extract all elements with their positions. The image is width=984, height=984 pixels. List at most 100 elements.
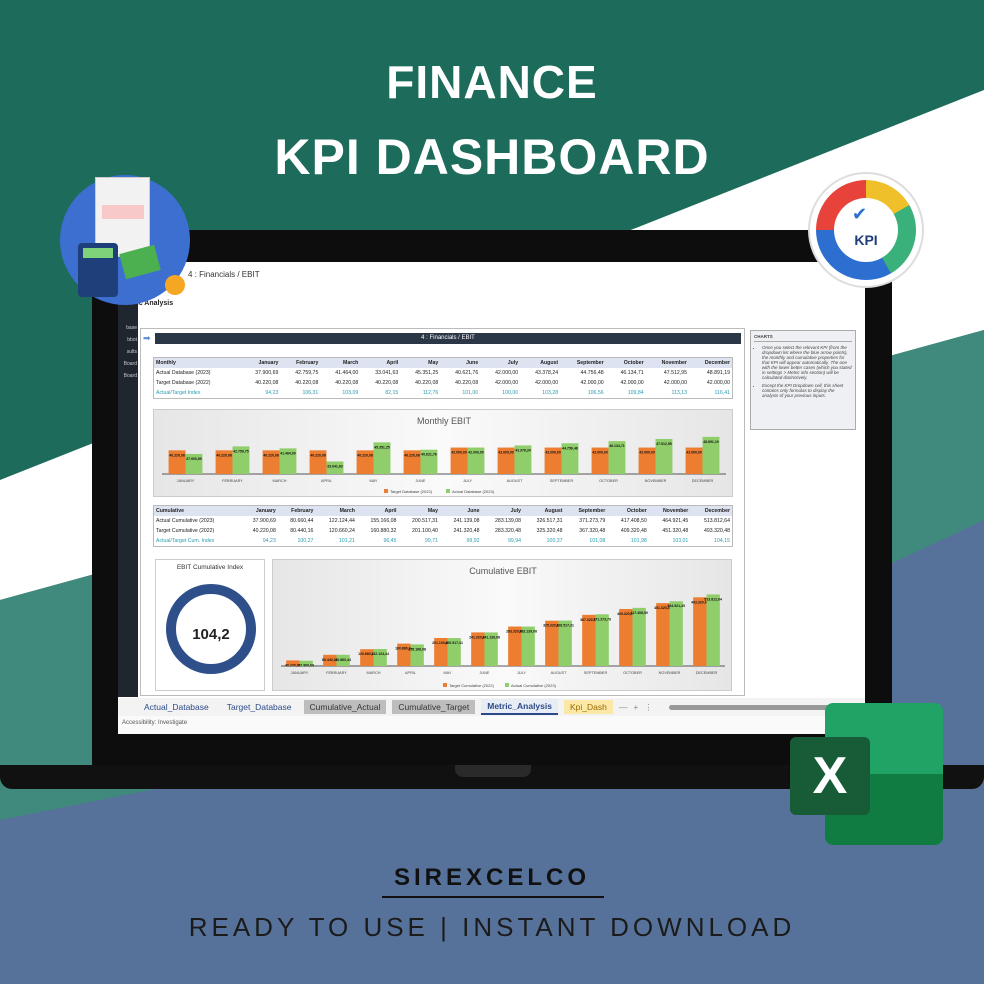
cell[interactable]: 101,98 [630, 538, 647, 544]
cell[interactable]: 103,09 [342, 390, 359, 396]
data-label: 42.000,00 [468, 451, 484, 455]
kpi-banner[interactable]: 4 : Financials / EBIT [155, 333, 741, 344]
cell[interactable]: 37.900,69 [255, 370, 279, 376]
cell[interactable]: 82,15 [385, 390, 399, 396]
cell[interactable]: 113,13 [671, 390, 687, 396]
cell[interactable]: 40.220,08 [375, 380, 399, 386]
tab-control-icon[interactable]: ⋮ [644, 701, 653, 712]
cell[interactable]: 41.464,00 [335, 370, 359, 376]
data-label: 48.891,19 [703, 440, 719, 444]
bar-actual-cumulative-2023- [447, 638, 461, 666]
cell[interactable]: 46.134,71 [620, 370, 644, 376]
cell[interactable]: 100,37 [546, 538, 563, 544]
cell[interactable]: 371.273,79 [579, 518, 606, 524]
cell[interactable]: 367.320,48 [579, 528, 606, 534]
cell[interactable]: 101,00 [462, 390, 479, 396]
cell[interactable]: 241.139,08 [453, 518, 480, 524]
tab-control-icon[interactable]: + [633, 702, 639, 712]
cell[interactable]: 100,27 [297, 538, 314, 544]
bar-target-database-2022- [544, 447, 562, 474]
cell[interactable]: 40.220,08 [455, 380, 479, 386]
horizontal-scrollbar[interactable] [668, 704, 865, 710]
cell[interactable]: 200.517,31 [411, 518, 438, 524]
cell[interactable]: 40.220,08 [252, 528, 276, 534]
col-header: November [645, 358, 689, 368]
cell[interactable]: 80.440,16 [290, 528, 314, 534]
cell[interactable]: 99,94 [508, 538, 522, 544]
sidebar-item[interactable]: sults [126, 349, 137, 355]
cell[interactable]: 42.000,00 [663, 380, 687, 386]
cell[interactable]: 80.660,44 [290, 518, 314, 524]
cell[interactable]: 325.320,48 [536, 528, 563, 534]
bar-actual-cumulative-2023- [336, 654, 350, 666]
sidebar-item[interactable]: Board [123, 361, 137, 367]
cell[interactable]: 417.408,50 [620, 518, 647, 524]
cell[interactable]: 47.512,95 [663, 370, 687, 376]
kpi-selector[interactable]: 4 : Financials / EBIT [188, 270, 260, 279]
cell[interactable]: 106,31 [302, 390, 319, 396]
cell[interactable]: 493.320,48 [704, 528, 730, 534]
tab-cumulative_target[interactable]: Cumulative_Target [392, 700, 476, 714]
bar-actual-database-2023- [373, 442, 391, 474]
cell[interactable]: 409.320,48 [620, 528, 647, 534]
cell[interactable]: 100,00 [502, 390, 519, 396]
x-tick-label: JANUARY [177, 479, 195, 483]
sidebar-item[interactable]: base [126, 325, 137, 331]
cell[interactable]: 283.320,48 [495, 528, 522, 534]
cell[interactable]: 33.041,63 [375, 370, 399, 376]
cell[interactable]: 42.759,75 [295, 370, 319, 376]
cell[interactable]: 122.124,44 [328, 518, 355, 524]
cell[interactable]: 40.220,08 [415, 380, 439, 386]
tab-metric_analysis[interactable]: Metric_Analysis [481, 699, 558, 715]
cell[interactable]: 43.378,24 [535, 370, 559, 376]
tab-control-icon[interactable]: — [618, 702, 628, 712]
cell[interactable]: 48.891,19 [706, 370, 730, 376]
cell[interactable]: 37.900,69 [252, 518, 276, 524]
cell[interactable]: 42.000,00 [706, 380, 730, 386]
cell[interactable]: 99,71 [424, 538, 438, 544]
cell[interactable]: 44.756,48 [580, 370, 604, 376]
cell[interactable]: 451.320,48 [662, 528, 689, 534]
cell[interactable]: 40.220,08 [295, 380, 319, 386]
cell[interactable]: 464.921,45 [662, 518, 689, 524]
sidebar-item[interactable]: bbot [127, 337, 137, 343]
cell[interactable]: 101,08 [589, 538, 606, 544]
data-label: 241.139,08 [482, 635, 500, 639]
cell[interactable]: 160.880,32 [370, 528, 397, 534]
sidebar-item[interactable]: Board [123, 373, 137, 379]
cell[interactable]: 326.517,31 [536, 518, 563, 524]
cell[interactable]: 42.000,00 [495, 380, 519, 386]
cell[interactable]: 155.166,08 [370, 518, 397, 524]
cell[interactable]: 94,23 [265, 390, 279, 396]
cell[interactable]: 40.621,76 [455, 370, 479, 376]
cell[interactable]: 104,15 [714, 538, 730, 544]
cell[interactable]: 40.220,08 [255, 380, 279, 386]
cell[interactable]: 40.220,08 [335, 380, 359, 386]
cell[interactable]: 42.000,00 [535, 380, 559, 386]
cell[interactable]: 283.139,08 [495, 518, 522, 524]
cell[interactable]: 101,21 [339, 538, 355, 544]
cell[interactable]: 94,23 [262, 538, 276, 544]
tab-cumulative_actual[interactable]: Cumulative_Actual [303, 700, 387, 714]
bar-actual-database-2023- [279, 448, 297, 474]
bar-target-database-2022- [638, 447, 656, 474]
cell[interactable]: 42.000,00 [495, 370, 519, 376]
cell[interactable]: 241.320,48 [453, 528, 480, 534]
cell[interactable]: 106,56 [587, 390, 604, 396]
cell[interactable]: 120.660,24 [328, 528, 355, 534]
cell[interactable]: 116,41 [714, 390, 730, 396]
cell[interactable]: 103,01 [672, 538, 689, 544]
cell[interactable]: 109,84 [627, 390, 644, 396]
cell[interactable]: 42.000,00 [580, 380, 604, 386]
cell[interactable]: 42.000,00 [620, 380, 644, 386]
cell[interactable]: 99,92 [466, 538, 480, 544]
cell[interactable]: 201.100,40 [411, 528, 438, 534]
cell[interactable]: 45.351,25 [415, 370, 439, 376]
tab-target_database[interactable]: Target_Database [226, 702, 292, 712]
cell[interactable]: 96,45 [383, 538, 397, 544]
tab-kpi_dash[interactable]: Kpi_Dash [563, 700, 613, 714]
cell[interactable]: 513.812,64 [704, 518, 730, 524]
tab-actual_database[interactable]: Actual_Database [144, 702, 209, 712]
cell[interactable]: 103,28 [542, 390, 559, 396]
cell[interactable]: 112,76 [422, 390, 439, 396]
